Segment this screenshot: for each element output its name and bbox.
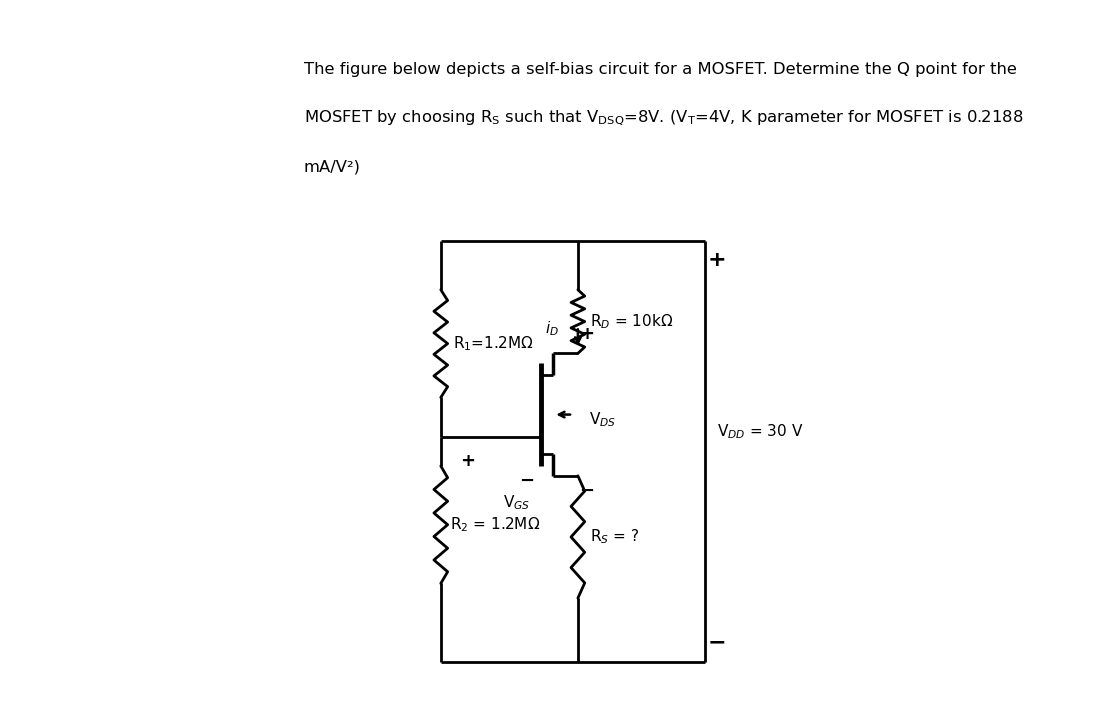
Text: +: + [461, 452, 475, 470]
Text: R$_D$ = 10kΩ: R$_D$ = 10kΩ [590, 312, 674, 331]
Text: −: − [708, 632, 726, 652]
Text: V$_{GS}$: V$_{GS}$ [504, 493, 530, 512]
Text: V$_{DD}$ = 30 V: V$_{DD}$ = 30 V [717, 423, 804, 441]
Text: mA/V²): mA/V²) [304, 160, 361, 175]
Text: MOSFET by choosing R$_\mathrm{S}$ such that V$_\mathrm{DSQ}$=8V. (V$_\mathrm{T}$: MOSFET by choosing R$_\mathrm{S}$ such t… [304, 109, 1024, 128]
Text: R$_2$ = 1.2MΩ: R$_2$ = 1.2MΩ [450, 516, 540, 534]
Text: $i_D$: $i_D$ [545, 320, 559, 338]
Text: +: + [579, 325, 595, 343]
Text: R$_1$=1.2MΩ: R$_1$=1.2MΩ [453, 334, 533, 353]
Text: R$_S$ = ?: R$_S$ = ? [590, 528, 640, 546]
Text: +: + [708, 251, 726, 270]
Text: The figure below depicts a self-bias circuit for a MOSFET. Determine the Q point: The figure below depicts a self-bias cir… [304, 62, 1017, 77]
Text: −: − [519, 472, 534, 490]
Text: V$_{DS}$: V$_{DS}$ [589, 410, 615, 429]
Text: −: − [579, 482, 595, 500]
